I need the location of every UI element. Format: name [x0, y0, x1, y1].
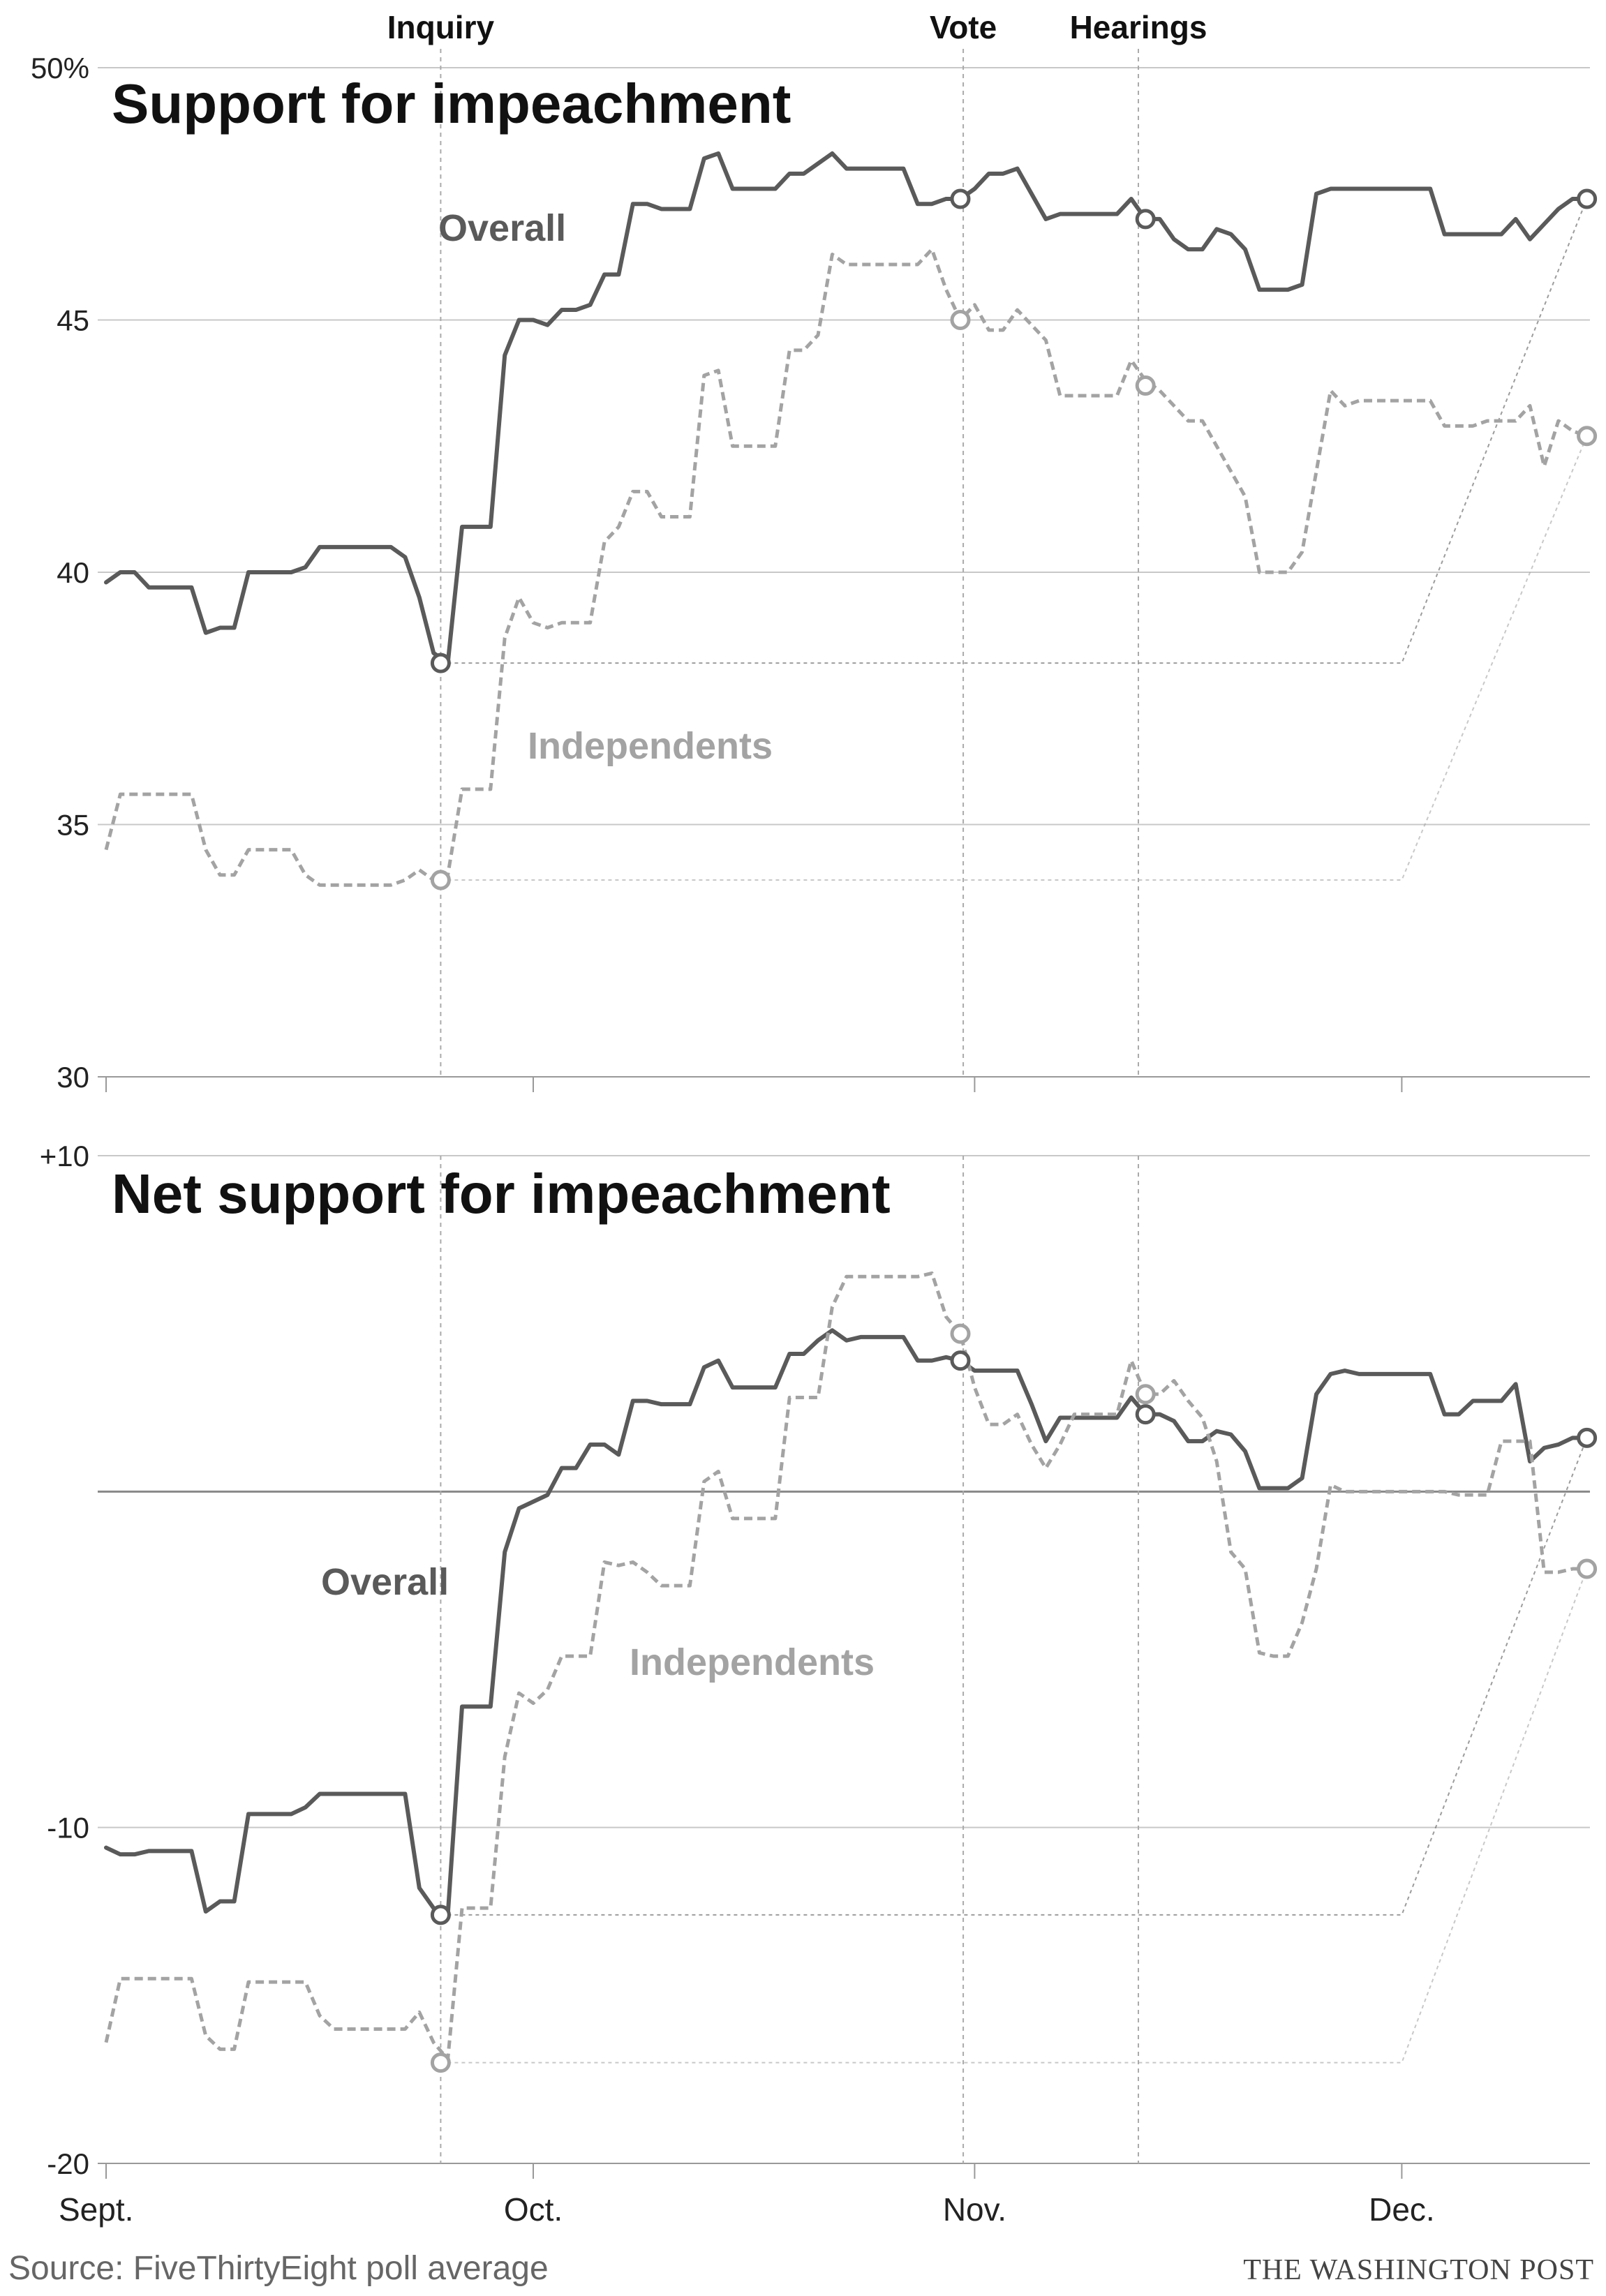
marker-independents: [1577, 1558, 1598, 1579]
net-overall-label: Overall: [321, 1561, 449, 1603]
net-series: [104, 1271, 1589, 2062]
event-labels: Inquiry Vote Hearings: [387, 9, 1207, 45]
reference-line: [440, 1437, 1588, 1916]
support-event-lines: [440, 49, 1139, 1077]
y-tick-label: +10: [40, 1140, 89, 1172]
x-tick-label: Dec.: [1369, 2191, 1435, 2228]
marker-independents: [1577, 426, 1598, 447]
marker-independents: [430, 870, 451, 890]
x-tick-label: Oct.: [504, 2191, 563, 2228]
y-tick-label: -10: [47, 1812, 89, 1844]
event-label: Inquiry: [387, 9, 495, 45]
net-event-lines: [440, 1156, 1139, 2163]
support-y-tick-labels: 30 35 40 45 50%: [31, 52, 89, 1094]
publisher-credit: THE WASHINGTON POST: [1243, 2254, 1594, 2286]
support-independents-label: Independents: [528, 725, 773, 767]
reference-line: [440, 198, 1588, 664]
marker-independents: [950, 1323, 971, 1344]
net-chart-title: Net support for impeachment: [112, 1163, 891, 1225]
support-reference-lines: [440, 198, 1588, 881]
marker-independents: [430, 2052, 451, 2073]
marker-overall: [950, 1350, 971, 1371]
marker-independents: [1135, 1384, 1156, 1405]
marker-overall: [1577, 188, 1598, 209]
x-tick-label: Nov.: [943, 2191, 1006, 2228]
marker-overall: [1135, 209, 1156, 230]
support-overall-label: Overall: [438, 207, 566, 249]
y-tick-label: 35: [57, 809, 89, 842]
series-line-overall: [104, 151, 1589, 666]
net-y-tick-labels: -20 -10 +10: [40, 1140, 89, 2180]
marker-overall: [1577, 1427, 1598, 1448]
series-line-independents: [104, 247, 1588, 887]
x-tick-label: Sept.: [59, 2191, 133, 2228]
marker-overall: [430, 1904, 451, 1925]
event-label: Vote: [930, 9, 997, 45]
marker-overall: [430, 653, 451, 673]
net-support-panel: -20 -10 +10 Net support for impeachment Ov…: [40, 1140, 1598, 2180]
support-gridlines: [98, 67, 1590, 1092]
marker-overall: [1135, 1404, 1156, 1425]
series-line-independents: [104, 1271, 1587, 2062]
marker-independents: [1135, 375, 1156, 396]
reference-line: [440, 435, 1588, 881]
y-tick-label: 50%: [31, 52, 89, 84]
y-tick-label: -20: [47, 2147, 89, 2180]
net-independents-label: Independents: [630, 1641, 875, 1683]
marker-overall: [950, 188, 971, 209]
marker-independents: [950, 310, 971, 330]
source-note: Source: FiveThirtyEight poll average: [8, 2250, 549, 2287]
event-label: Hearings: [1070, 9, 1207, 45]
support-panel: 30 35 40 45 50% Support for impeachment Over…: [31, 49, 1598, 1094]
y-tick-label: 40: [57, 556, 89, 589]
support-markers: [430, 188, 1598, 890]
reference-line: [440, 1568, 1588, 2064]
net-gridlines: [98, 1155, 1590, 2179]
x-axis: Sept. Oct. Nov. Dec.: [59, 2191, 1435, 2228]
y-tick-label: 45: [57, 304, 89, 337]
series-line-overall: [104, 1328, 1589, 1917]
support-chart-title: Support for impeachment: [112, 73, 791, 135]
y-tick-label: 30: [57, 1061, 89, 1094]
net-reference-lines: [440, 1437, 1588, 2064]
net-markers: [430, 1323, 1598, 2073]
support-series: [104, 151, 1589, 887]
